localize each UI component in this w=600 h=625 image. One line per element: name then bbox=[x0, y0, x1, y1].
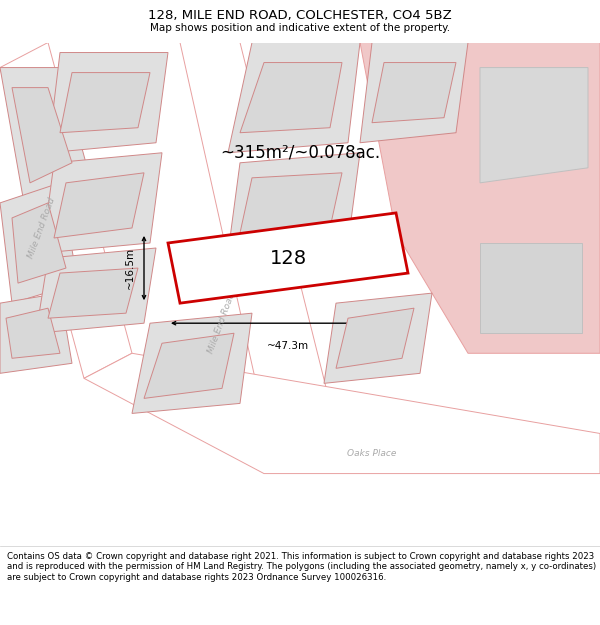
Polygon shape bbox=[480, 68, 588, 183]
Text: Mile End Road: Mile End Road bbox=[207, 291, 237, 355]
Polygon shape bbox=[48, 52, 168, 152]
Polygon shape bbox=[360, 42, 600, 353]
Text: ~16.5m: ~16.5m bbox=[125, 247, 135, 289]
Polygon shape bbox=[0, 183, 78, 303]
Polygon shape bbox=[240, 62, 342, 132]
Polygon shape bbox=[0, 68, 90, 203]
Text: 128, MILE END ROAD, COLCHESTER, CO4 5BZ: 128, MILE END ROAD, COLCHESTER, CO4 5BZ bbox=[148, 9, 452, 22]
Polygon shape bbox=[168, 213, 408, 303]
Polygon shape bbox=[42, 152, 162, 253]
Polygon shape bbox=[60, 72, 150, 132]
Polygon shape bbox=[0, 293, 72, 373]
Polygon shape bbox=[54, 173, 144, 238]
Polygon shape bbox=[372, 62, 456, 122]
Polygon shape bbox=[36, 248, 156, 333]
Text: Contains OS data © Crown copyright and database right 2021. This information is : Contains OS data © Crown copyright and d… bbox=[7, 552, 596, 582]
Polygon shape bbox=[132, 313, 252, 413]
Polygon shape bbox=[228, 42, 360, 152]
Polygon shape bbox=[84, 353, 600, 474]
Polygon shape bbox=[228, 152, 360, 253]
Text: 128: 128 bbox=[269, 249, 307, 268]
Polygon shape bbox=[480, 243, 582, 333]
Text: Mile End Road: Mile End Road bbox=[27, 196, 57, 260]
Polygon shape bbox=[360, 42, 468, 142]
Text: Map shows position and indicative extent of the property.: Map shows position and indicative extent… bbox=[150, 23, 450, 33]
Text: ~315m²/~0.078ac.: ~315m²/~0.078ac. bbox=[220, 144, 380, 162]
Text: Oaks Place: Oaks Place bbox=[347, 449, 397, 458]
Polygon shape bbox=[324, 293, 432, 383]
Polygon shape bbox=[336, 308, 414, 368]
Polygon shape bbox=[0, 42, 132, 378]
Polygon shape bbox=[12, 88, 72, 183]
Text: ~47.3m: ~47.3m bbox=[267, 341, 309, 351]
Polygon shape bbox=[180, 42, 330, 419]
Polygon shape bbox=[240, 173, 342, 233]
Polygon shape bbox=[48, 268, 138, 318]
Polygon shape bbox=[6, 308, 60, 358]
Polygon shape bbox=[144, 333, 234, 398]
Polygon shape bbox=[12, 203, 66, 283]
